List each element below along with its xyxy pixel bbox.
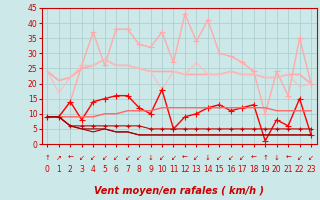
Text: ↙: ↙	[159, 155, 165, 161]
Text: 21: 21	[284, 166, 293, 174]
Text: 15: 15	[214, 166, 224, 174]
Text: Vent moyen/en rafales ( km/h ): Vent moyen/en rafales ( km/h )	[94, 186, 264, 196]
Text: ↙: ↙	[228, 155, 234, 161]
Text: 18: 18	[249, 166, 259, 174]
Text: ↙: ↙	[171, 155, 176, 161]
Text: ↓: ↓	[205, 155, 211, 161]
Text: ←: ←	[182, 155, 188, 161]
Text: ↑: ↑	[44, 155, 50, 161]
Text: 17: 17	[237, 166, 247, 174]
Text: ↙: ↙	[308, 155, 314, 161]
Text: ↙: ↙	[297, 155, 302, 161]
Text: ←: ←	[67, 155, 73, 161]
Text: ↑: ↑	[262, 155, 268, 161]
Text: ↙: ↙	[79, 155, 85, 161]
Text: ↙: ↙	[239, 155, 245, 161]
Text: 20: 20	[272, 166, 282, 174]
Text: 12: 12	[180, 166, 190, 174]
Text: 10: 10	[157, 166, 167, 174]
Text: 6: 6	[114, 166, 119, 174]
Text: 4: 4	[91, 166, 96, 174]
Text: 7: 7	[125, 166, 130, 174]
Text: 8: 8	[137, 166, 141, 174]
Text: 0: 0	[45, 166, 50, 174]
Text: ↙: ↙	[194, 155, 199, 161]
Text: ↙: ↙	[113, 155, 119, 161]
Text: ↙: ↙	[216, 155, 222, 161]
Text: ↙: ↙	[90, 155, 96, 161]
Text: 1: 1	[56, 166, 61, 174]
Text: ↙: ↙	[125, 155, 131, 161]
Text: ←: ←	[285, 155, 291, 161]
Text: 13: 13	[192, 166, 201, 174]
Text: 14: 14	[203, 166, 213, 174]
Text: 16: 16	[226, 166, 236, 174]
Text: ←: ←	[251, 155, 257, 161]
Text: 22: 22	[295, 166, 304, 174]
Text: ↗: ↗	[56, 155, 62, 161]
Text: ↓: ↓	[274, 155, 280, 161]
Text: 23: 23	[306, 166, 316, 174]
Text: ↙: ↙	[102, 155, 108, 161]
Text: 2: 2	[68, 166, 73, 174]
Text: ↓: ↓	[148, 155, 154, 161]
Text: 5: 5	[102, 166, 107, 174]
Text: 3: 3	[79, 166, 84, 174]
Text: 19: 19	[260, 166, 270, 174]
Text: ↙: ↙	[136, 155, 142, 161]
Text: 11: 11	[169, 166, 178, 174]
Text: 9: 9	[148, 166, 153, 174]
